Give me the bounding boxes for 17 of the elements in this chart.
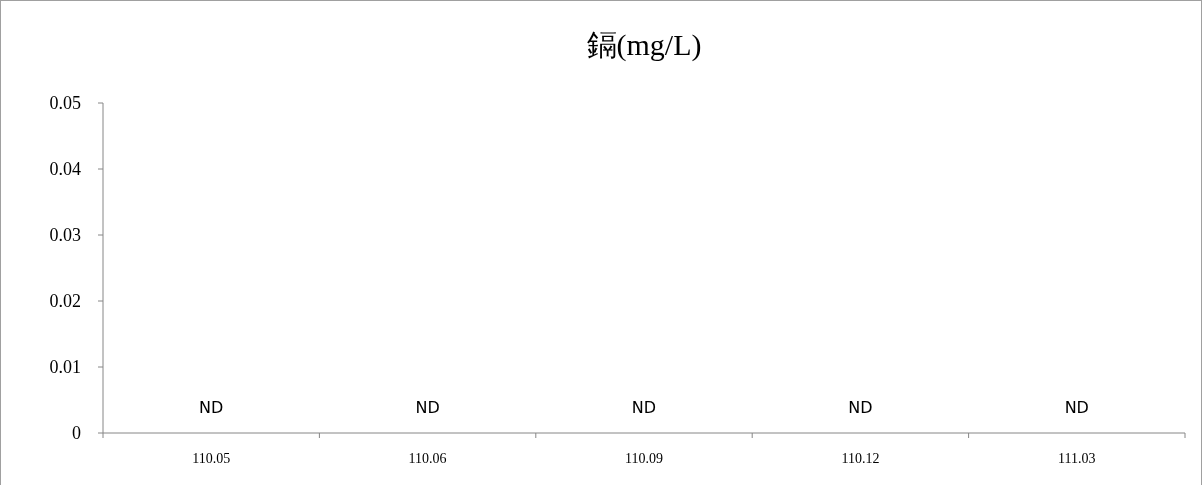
x-tick-label: 110.05 — [192, 451, 231, 466]
text: ND — [199, 398, 224, 417]
x-tick-label: 110.06 — [408, 451, 447, 466]
text: ND — [631, 398, 657, 417]
y-tick-label: 0.01 — [49, 357, 81, 377]
x-tick-label: 110.12 — [841, 451, 880, 466]
y-tick-label: 0.03 — [49, 225, 81, 245]
chart-title: 鎘(mg/L) — [586, 28, 702, 62]
text: ND — [1064, 398, 1089, 417]
y-tick-label: 0 — [72, 423, 81, 443]
x-tick-label: 111.03 — [1058, 451, 1096, 466]
y-tick-label: 0.04 — [49, 159, 81, 179]
y-tick-label: 0.02 — [49, 291, 81, 311]
y-tick-label: 0.05 — [49, 93, 81, 113]
text: ND — [415, 398, 440, 417]
text: ND — [848, 398, 873, 417]
x-tick-label: 110.09 — [625, 451, 663, 466]
